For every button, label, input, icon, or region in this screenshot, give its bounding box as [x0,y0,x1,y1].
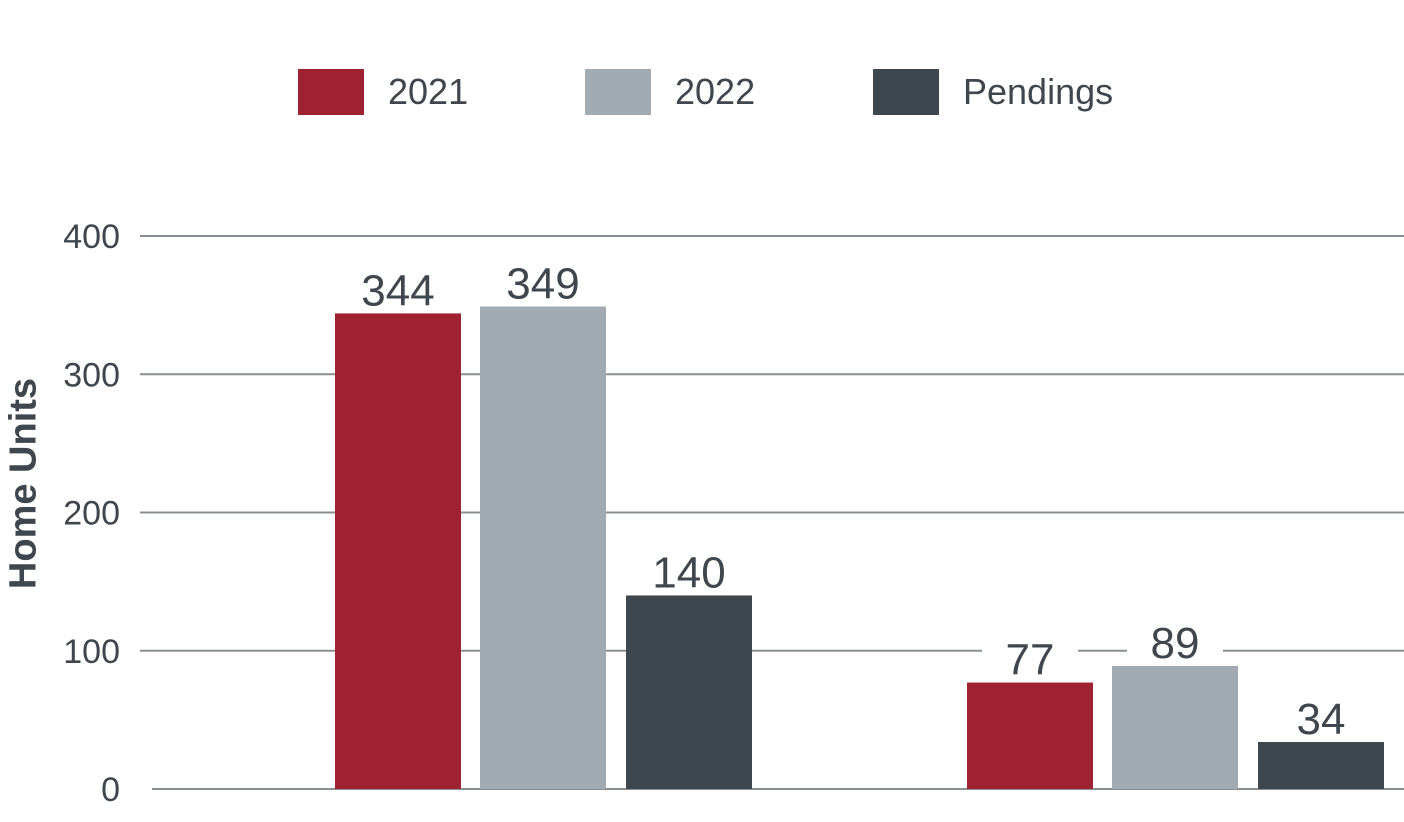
legend-swatch-2021 [298,69,364,115]
y-tick-label-300: 300 [63,356,120,394]
legend-label-2021: 2021 [388,71,469,112]
value-label-pendings-group-1: 140 [652,548,725,597]
value-label-background [1273,695,1369,736]
value-label-background [982,636,1078,677]
bar-pendings-group-1 [626,595,752,789]
bar-2021-group-2 [967,682,1093,789]
value-label-2021-group-1: 344 [361,266,434,315]
legend-swatch-pendings [873,69,939,115]
bar-2022-group-2 [1112,665,1238,789]
value-label-2021-group-2: 77 [1006,636,1055,685]
value-label-background [495,260,591,301]
bar-2022-group-1 [480,306,606,789]
y-tick-label-200: 200 [63,495,120,533]
value-label-pendings-group-2: 34 [1297,695,1346,744]
value-label-background [641,549,737,590]
value-label-background [1127,619,1223,660]
bar-2021-group-1 [335,313,461,789]
value-label-2022-group-2: 89 [1151,619,1200,668]
legend-item-2021: 2021 [298,68,468,116]
value-label-2022-group-1: 349 [506,260,579,309]
y-tick-label-400: 400 [63,218,120,256]
value-label-background [350,267,446,308]
legend-label-2022: 2022 [675,71,756,112]
legend-item-pendings: Pendings [873,68,1113,116]
legend-swatch-2022 [585,69,651,115]
bar-pendings-group-2 [1258,741,1384,789]
legend-item-2022: 2022 [585,68,755,116]
y-tick-label-100: 100 [63,633,120,671]
legend-label-pendings: Pendings [963,71,1114,112]
y-tick-label-0: 0 [101,771,120,809]
chart-legend: 2021 2022 Pendings [0,68,1404,116]
